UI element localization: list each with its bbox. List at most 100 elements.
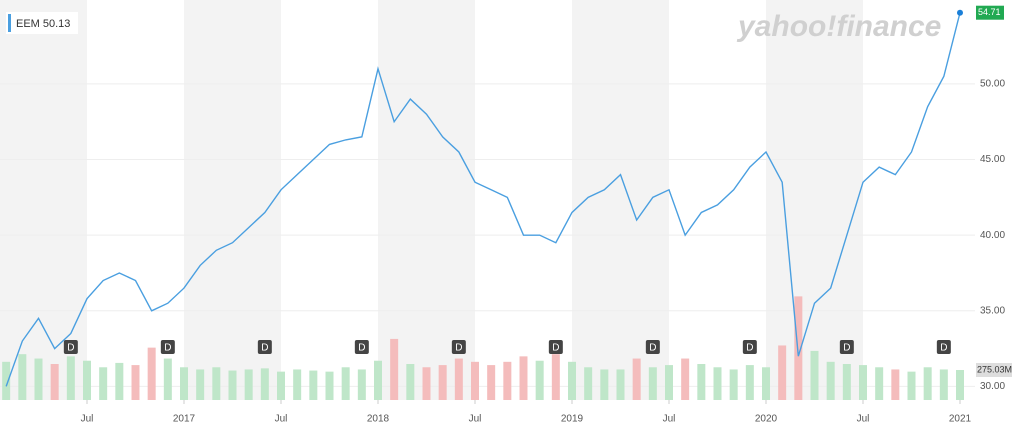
volume-bar: [745, 365, 754, 400]
x-tick-label: 2021: [949, 414, 972, 425]
volume-bar: [2, 361, 11, 400]
volume-bar: [66, 356, 75, 400]
volume-bar: [147, 347, 156, 400]
price-label-box: [976, 5, 1004, 20]
volume-bar: [794, 296, 803, 400]
volume-bar: [535, 360, 544, 400]
volume-bar: [309, 370, 318, 400]
y-tick-label: 40.00: [980, 230, 1005, 241]
volume-bar: [325, 371, 334, 400]
volume-bar: [115, 362, 124, 400]
volume-bar: [503, 361, 512, 400]
volume-bar: [34, 358, 43, 400]
x-tick-label: 2017: [173, 414, 196, 425]
dividend-label: D: [940, 343, 947, 354]
volume-bar: [875, 367, 884, 400]
volume-bar: [600, 369, 609, 400]
volume-bar: [697, 364, 706, 400]
price-label: 54.71: [978, 7, 1001, 17]
volume-bar: [648, 367, 657, 400]
volume-bar: [923, 367, 932, 400]
price-line: [5, 12, 961, 387]
last-point: [957, 9, 963, 16]
volume-bar: [277, 371, 285, 400]
volume-bar: [18, 354, 27, 400]
volume-bar: [422, 367, 431, 400]
volume-bar: [956, 369, 964, 400]
shade-band: [572, 0, 669, 400]
shade-band: [766, 0, 863, 400]
volume-bar: [810, 350, 819, 400]
volume-bar: [681, 358, 690, 400]
x-tick-label: Jul: [81, 414, 94, 425]
dividend-marker: [548, 340, 563, 354]
volume-bar: [163, 358, 172, 400]
volume-bar: [487, 365, 496, 400]
volume-bar: [374, 360, 382, 400]
volume-bar: [859, 365, 867, 400]
volume: [2, 296, 964, 400]
volume-bar: [584, 367, 593, 400]
legend: EEM 50.13: [16, 18, 70, 30]
dividend-marker: [257, 340, 272, 354]
dividend-marker: [160, 340, 175, 354]
dividend-label: D: [261, 343, 268, 354]
volume-bar: [212, 367, 221, 400]
plot: 30.00 35.00 40.00 45.00 50.00 Jul 2017 Jul 2018 J…: [5, 5, 1012, 425]
dividend-label: D: [843, 343, 850, 354]
volume-bar: [616, 369, 625, 400]
dividend-label: D: [455, 343, 462, 354]
dividend-marker: [645, 340, 660, 354]
x-tick-label: 2019: [561, 414, 584, 425]
volume-bar: [131, 365, 140, 400]
legend-swatch: [8, 14, 11, 32]
dividend-marker: [839, 340, 854, 354]
volume-bar: [939, 369, 948, 400]
y-tick-label: 45.00: [980, 154, 1005, 165]
x-tick-label: Jul: [275, 414, 288, 425]
shade-band: [184, 0, 281, 400]
x-tick-label: 2020: [755, 414, 778, 425]
volume-bar: [438, 365, 447, 400]
volume-label: 275.03M: [977, 364, 1012, 374]
x-tick-label: Jul: [469, 414, 482, 425]
dividend-label: D: [649, 343, 656, 354]
volume-bar: [551, 354, 560, 400]
volume-bar: [665, 365, 673, 400]
volume-bar: [454, 358, 463, 400]
volume-bar: [83, 360, 91, 400]
volume-bar: [390, 338, 399, 400]
shade-band: [378, 0, 475, 400]
background: [0, 0, 975, 404]
volume-bar: [341, 367, 350, 400]
volume-bar: [99, 367, 108, 400]
dividend-marker: [63, 340, 78, 354]
x-tick-label: 2018: [367, 414, 390, 425]
dividend-label: D: [552, 343, 559, 354]
volume-bar: [632, 358, 641, 400]
volume-bar: [180, 367, 188, 400]
watermark: yahoo!finance: [736, 10, 941, 43]
y-tick-label: 50.00: [980, 79, 1005, 90]
volume-bar: [293, 369, 302, 400]
volume-bar: [244, 369, 253, 400]
volume-bar: [907, 371, 916, 400]
volume-bar: [826, 361, 835, 400]
volume-bar: [471, 361, 479, 400]
volume-bar: [357, 369, 366, 400]
y-tick-label: 35.00: [980, 305, 1005, 316]
volume-bar: [406, 364, 415, 400]
x-tick-label: Jul: [857, 414, 870, 425]
volume-bar: [891, 369, 900, 400]
volume-bar: [196, 369, 205, 400]
dividend-marker: [742, 340, 757, 354]
volume-bar: [50, 364, 59, 400]
volume-bar: [228, 370, 237, 400]
volume-bar: [842, 364, 851, 400]
volume-bar: [260, 368, 269, 400]
dividend-label: D: [67, 343, 74, 354]
dividend-label: D: [746, 343, 753, 354]
volume-bar: [713, 367, 722, 400]
shade-band: [0, 0, 87, 400]
